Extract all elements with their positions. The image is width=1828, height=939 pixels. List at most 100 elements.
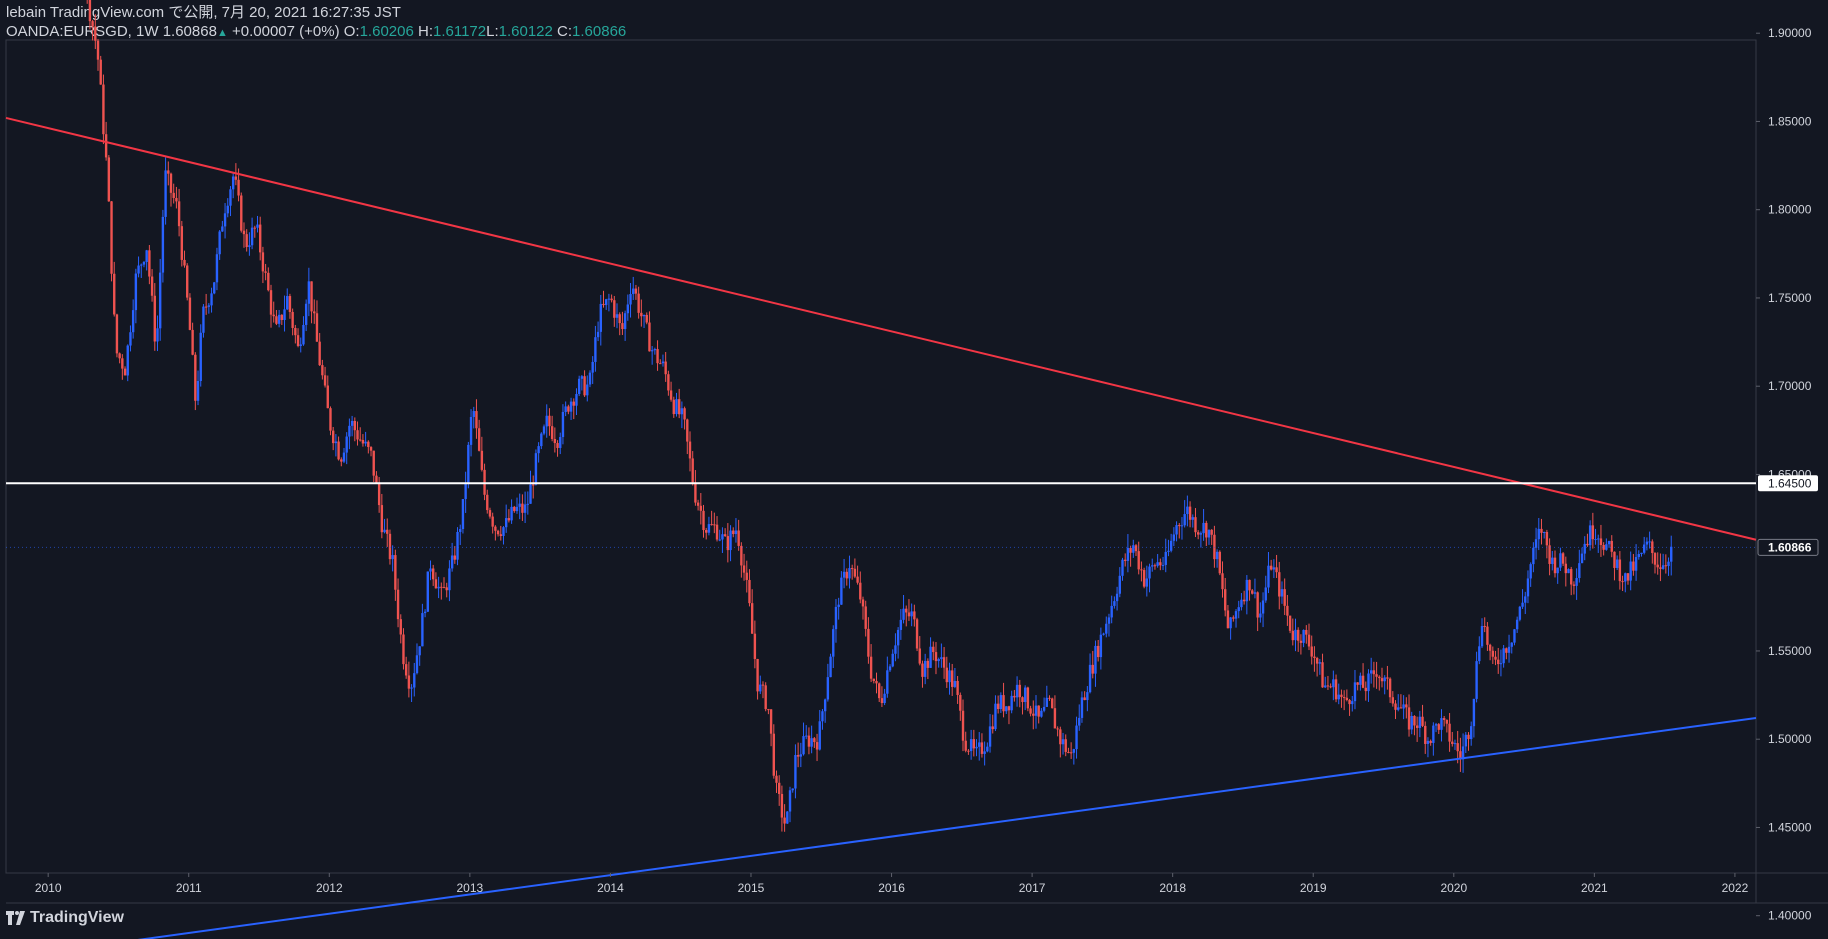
candle	[1542, 531, 1546, 539]
candle-body	[1010, 695, 1013, 711]
candle-body	[926, 660, 930, 668]
candle	[388, 529, 392, 565]
price-axis[interactable]: 2.150002.100002.050002.000001.950001.900…	[1756, 0, 1812, 923]
candle	[277, 309, 281, 328]
candle	[134, 268, 138, 324]
support-trendline[interactable]	[6, 717, 1757, 939]
candle-body	[161, 216, 165, 273]
candle	[975, 739, 978, 757]
candle-body	[1018, 684, 1021, 698]
candle-body	[188, 297, 192, 330]
candle	[907, 599, 911, 621]
candle	[1110, 595, 1113, 624]
candle-body	[1624, 573, 1627, 582]
candle	[1080, 691, 1084, 723]
candle-body	[813, 738, 816, 743]
candle-body	[375, 475, 378, 484]
candle-body	[207, 305, 211, 307]
candle-body	[423, 611, 427, 614]
candle-body	[153, 295, 156, 342]
candle	[404, 656, 408, 679]
candle-body	[464, 483, 467, 500]
candle	[1078, 704, 1081, 731]
candle	[486, 489, 489, 514]
candle	[518, 493, 521, 520]
candle	[296, 328, 300, 348]
candle	[951, 663, 954, 696]
candle	[1010, 690, 1013, 714]
candle	[1448, 713, 1451, 752]
candle-body	[1670, 546, 1673, 562]
price-tick-label: 1.80000	[1768, 203, 1812, 217]
candle	[748, 569, 751, 607]
candle	[383, 518, 386, 534]
candle-body	[1296, 629, 1300, 641]
candle-body	[1351, 701, 1354, 705]
candle-body	[1613, 551, 1616, 568]
candle	[499, 525, 502, 541]
candle	[767, 708, 770, 715]
time-axis[interactable]: 2010 2011 2012 2013 2014 2015 2016 2017 2018 2019…	[35, 873, 1749, 895]
candle	[515, 497, 519, 514]
candle	[1599, 524, 1603, 557]
candle	[1056, 726, 1059, 737]
candle-body	[878, 683, 881, 699]
candle-body	[472, 411, 475, 417]
candle	[1648, 531, 1651, 549]
candle	[1175, 521, 1178, 542]
candle-body	[1172, 534, 1176, 541]
candle	[1621, 575, 1624, 591]
candle-body	[953, 680, 957, 687]
candle	[1497, 647, 1500, 674]
candle-body	[732, 530, 735, 535]
candle-body	[1615, 559, 1619, 568]
candle-body	[1367, 673, 1370, 692]
candle	[637, 286, 640, 319]
candle-body	[237, 179, 240, 196]
candle-body	[504, 518, 508, 528]
candle-body	[1407, 707, 1411, 730]
candle	[1005, 706, 1008, 714]
candle	[475, 399, 478, 439]
candle-body	[696, 502, 700, 506]
candle-body	[240, 195, 243, 231]
candle-body	[715, 524, 719, 540]
candle-body	[1567, 569, 1570, 574]
candle-body	[421, 613, 424, 647]
candle	[948, 662, 951, 695]
candle	[477, 419, 481, 452]
candle-body	[491, 516, 494, 527]
candle-body	[991, 726, 994, 730]
candle	[1375, 661, 1378, 689]
candle	[753, 620, 757, 669]
candle-body	[1267, 565, 1270, 588]
candle-body	[605, 299, 608, 306]
candle	[213, 281, 216, 295]
candle	[396, 578, 400, 628]
candle-body	[1302, 629, 1305, 643]
candle	[1399, 694, 1403, 709]
candle-body	[129, 332, 132, 346]
resistance-trendline[interactable]	[5, 116, 1757, 541]
candle	[861, 596, 865, 620]
candle-body	[694, 482, 697, 503]
candle-body	[291, 311, 294, 328]
candle	[823, 698, 827, 723]
candle-body	[1034, 705, 1038, 716]
candle-body	[1572, 584, 1576, 586]
candle	[1229, 616, 1232, 640]
candle-body	[742, 565, 746, 573]
candle-body	[486, 494, 489, 511]
candle	[1040, 708, 1043, 718]
candle	[464, 471, 467, 513]
candle	[715, 516, 719, 542]
candle-body	[223, 213, 227, 227]
candle	[299, 337, 302, 353]
candle	[1310, 635, 1313, 665]
time-tick-label: 2019	[1300, 881, 1327, 895]
candle-body	[329, 408, 332, 431]
candle-body	[1356, 682, 1359, 685]
candle	[1315, 656, 1319, 677]
candle-body	[1291, 630, 1294, 641]
